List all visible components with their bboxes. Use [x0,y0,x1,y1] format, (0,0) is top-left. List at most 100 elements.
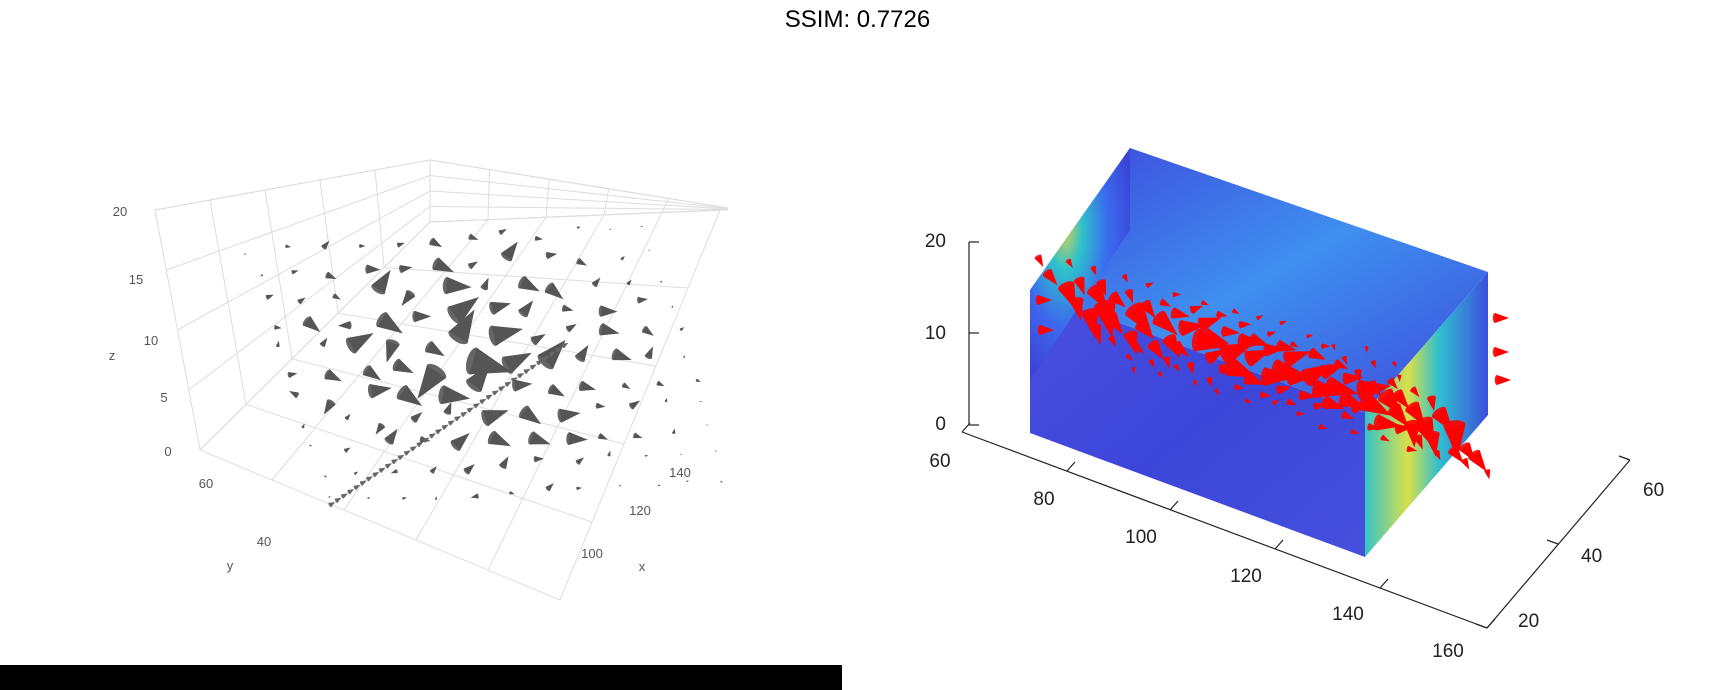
stream-cone-base [536,360,540,366]
left-cone [577,486,583,490]
right-cone-base [1244,398,1248,403]
left-cone [559,408,581,423]
edge-cone-base [1037,325,1043,335]
right-cone-base [1311,379,1321,399]
x-tick-120: 120 [629,503,651,518]
left-cone [518,300,534,317]
stream-cone-base [555,348,559,353]
stream-cone-base [404,451,408,456]
right-cone-base [1256,316,1259,321]
slice-right-face [1365,272,1488,557]
right-cone-base [1152,310,1166,325]
left-cone-base [402,497,405,500]
right-cone [1443,424,1466,459]
stream-cone-base [372,472,376,478]
left-cone-base [534,235,538,241]
left-cone [596,402,606,409]
y-axis-line [1486,459,1631,629]
left-cone [370,384,392,399]
stream-cone [335,497,342,503]
left-cone-base [297,299,302,305]
right-cone-base [1433,449,1440,454]
left-cone-base [545,252,549,259]
left-cone-base [344,448,347,453]
stream-cone [517,373,525,379]
left-cone-base [607,454,611,457]
left-cone-base [344,416,349,421]
stream-cone-base [416,442,420,447]
left-cone-base [672,431,676,435]
stream-cone-base [422,438,427,443]
left-cone [514,379,533,392]
left-cone-base [621,382,626,388]
right-cone-base [1380,434,1384,441]
left-cone-base [576,226,579,229]
left-cone-base [598,433,602,439]
stream-cone-base [410,446,414,452]
right-cone-base [1276,385,1281,395]
right-cone [1217,311,1228,318]
stream-cone [448,420,455,426]
left-cone [321,240,330,250]
slice-front-face [1030,290,1365,557]
right-cone-base [1410,386,1416,392]
left-cone-base [432,257,441,271]
right-cone-base [1173,364,1178,368]
right-cone [1223,325,1241,337]
left-cone-base [399,265,403,274]
left-cone-base [512,379,518,392]
right-cone-base [1426,395,1436,400]
left-cone-base [680,454,682,456]
left-cone-base [575,354,585,362]
right-cone-base [1108,335,1115,340]
right-cone-base [1331,343,1336,347]
x-tick-140: 140 [669,465,691,480]
right-cone-base [1306,334,1309,339]
stream-cone-base [334,498,338,503]
ry-tick-mark [1546,539,1559,545]
right-cone [1261,391,1272,399]
wall-grid-line [661,198,669,213]
right-cone-base [1321,395,1330,409]
left-cone [620,255,625,261]
stream-cone [543,355,550,361]
stream-cone-base [397,455,401,460]
right-tick-marks [961,241,1631,629]
right-cone-base [1172,341,1181,351]
right-cone-base [1387,403,1401,415]
rx-tick-mark [1274,539,1284,550]
left-cone-base [533,456,537,463]
left-grid-lines [154,159,729,601]
right-cone-base [1356,380,1367,401]
right-cone-base [1404,419,1421,428]
right-cone [1181,320,1206,336]
right-cone [1396,423,1413,435]
left-cone-base [468,263,473,270]
left-cone-base [261,274,264,277]
stream-cone [417,441,424,447]
right-cone-base [1484,469,1491,473]
left-cone-base [545,486,550,492]
right-cone-base [1296,411,1299,417]
edge-cone [1495,313,1509,323]
stream-cone-base [548,352,553,357]
ry-tick-mark [1618,455,1631,461]
rx-tick-140: 140 [1332,604,1364,625]
stream-cone [461,411,468,417]
right-cone-base [1163,356,1171,361]
left-cone-base [657,484,660,487]
left-cone-base [378,423,385,429]
right-cone-base [1431,406,1446,419]
slice-top-face [1030,148,1488,413]
edge-cone [1497,375,1511,385]
left-cone-base [365,264,370,274]
stream-cone-base [353,485,357,490]
right-cone-base [1298,390,1304,401]
stream-cone [423,437,430,443]
stream-cone [410,446,418,452]
stream-cone [498,385,506,391]
left-cone-base [442,276,451,295]
right-cone-base [1042,269,1052,277]
ry-tick-mark [1475,623,1488,629]
left-cone-base [321,245,327,250]
